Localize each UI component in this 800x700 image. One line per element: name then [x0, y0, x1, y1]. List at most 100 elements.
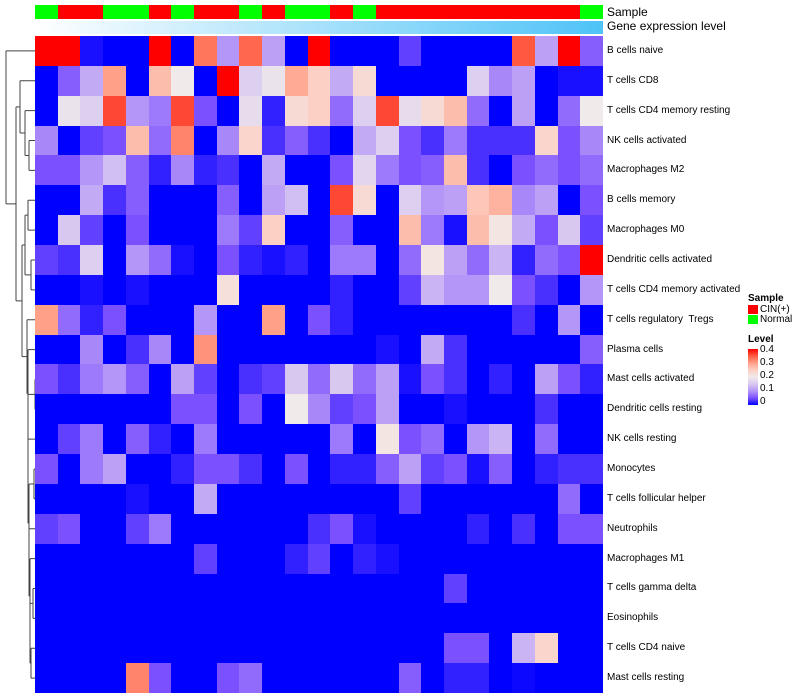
heatmap-cell	[216, 155, 240, 186]
heatmap-cell	[421, 483, 444, 514]
heatmap-cell	[398, 245, 422, 275]
heatmap-cell	[375, 573, 399, 604]
heatmap-cell	[580, 65, 603, 96]
heatmap-cell	[216, 633, 240, 664]
heatmap-cell	[330, 513, 354, 544]
heatmap-cell	[148, 215, 172, 246]
heatmap-cell	[216, 394, 240, 425]
heatmap-cell	[466, 65, 490, 96]
heatmap-cell	[148, 573, 172, 604]
heatmap-cell	[171, 125, 195, 156]
heatmap-cell	[421, 65, 444, 96]
heatmap-cell	[353, 185, 376, 216]
heatmap-cell	[194, 245, 217, 275]
heatmap-cell	[557, 394, 581, 425]
heatmap-cell	[557, 125, 581, 156]
heatmap-cell	[353, 65, 376, 96]
heatmap-cell	[239, 334, 263, 365]
heatmap-cell	[80, 304, 104, 335]
heatmap-cell	[443, 334, 467, 365]
heatmap-cell	[35, 215, 58, 246]
heatmap-cell	[239, 513, 263, 544]
row-label: T cells regulatory Tregs	[607, 313, 714, 325]
heatmap-cell	[307, 215, 331, 246]
heatmap-cell	[489, 424, 513, 455]
heatmap-cell	[489, 394, 513, 425]
heatmap-cell	[375, 633, 399, 664]
heatmap-cell	[57, 424, 81, 455]
heatmap-cell	[262, 36, 285, 66]
heatmap-cell	[307, 274, 331, 305]
heatmap-cell	[557, 185, 581, 216]
heatmap-cell	[57, 334, 81, 365]
sample-annotation-label: Sample	[607, 5, 648, 19]
row-label: Monocytes	[607, 463, 656, 475]
heatmap-cell	[330, 185, 354, 216]
legend-label-cin: CIN(+)	[760, 303, 790, 315]
heatmap-cell	[284, 513, 308, 544]
heatmap-cell	[35, 543, 58, 574]
heatmap-cell	[375, 513, 399, 544]
heatmap-cell	[262, 633, 285, 664]
row-label: T cells CD4 naive	[607, 642, 686, 654]
heatmap-cell	[57, 245, 81, 275]
sample-annotation-cell	[80, 5, 104, 19]
heatmap-cell	[534, 95, 558, 126]
heatmap-cell	[466, 454, 490, 484]
heatmap-cell	[171, 334, 195, 365]
heatmap-cell	[103, 663, 126, 693]
heatmap-cell	[103, 95, 126, 126]
heatmap-cell	[557, 603, 581, 634]
heatmap-cell	[557, 424, 581, 455]
sample-annotation-cell	[148, 5, 172, 19]
heatmap-cell	[216, 36, 240, 66]
heatmap-cell	[512, 304, 535, 335]
heatmap-cell	[580, 185, 603, 216]
heatmap-cell	[194, 543, 217, 574]
heatmap-cell	[125, 304, 149, 335]
heatmap-cell	[398, 334, 422, 365]
heatmap-cell	[35, 573, 58, 604]
legend: Sample CIN(+) Normal Level 0.4 0.3 0.2 0…	[748, 293, 792, 407]
heatmap-cell	[375, 483, 399, 514]
heatmap-cell	[398, 274, 422, 305]
heatmap-cell	[194, 215, 217, 246]
heatmap-cell	[239, 603, 263, 634]
heatmap-cell	[330, 36, 354, 66]
heatmap-cell	[353, 543, 376, 574]
heatmap-cell	[284, 304, 308, 335]
heatmap-cell	[466, 304, 490, 335]
heatmap-cell	[239, 454, 263, 484]
heatmap-cell	[512, 185, 535, 216]
heatmap-cell	[421, 125, 444, 156]
heatmap-cell	[489, 36, 513, 66]
heatmap-cell	[398, 155, 422, 186]
sample-annotation-cell	[443, 5, 467, 19]
heatmap-cell	[534, 215, 558, 246]
heatmap-cell	[466, 334, 490, 365]
legend-sample-title: Sample	[748, 293, 784, 304]
heatmap-cell	[35, 95, 58, 126]
heatmap-cell	[443, 573, 467, 604]
legend-tick: 0.1	[760, 383, 774, 394]
heatmap-cell	[330, 245, 354, 275]
heatmap-cell	[421, 364, 444, 395]
heatmap-cell	[57, 454, 81, 484]
heatmap-cell	[103, 36, 126, 66]
heatmap-cell	[284, 603, 308, 634]
heatmap-cell	[284, 454, 308, 484]
heatmap-cell	[239, 483, 263, 514]
heatmap-cell	[489, 663, 513, 693]
sample-annotation-cell	[194, 5, 217, 19]
heatmap-cell	[194, 125, 217, 156]
heatmap-cell	[466, 215, 490, 246]
heatmap-cell	[466, 483, 490, 514]
heatmap-cell	[35, 364, 58, 395]
heatmap-cell	[489, 65, 513, 96]
heatmap-cell	[103, 185, 126, 216]
heatmap-cell	[512, 215, 535, 246]
heatmap-cell	[580, 125, 603, 156]
heatmap-cell	[35, 274, 58, 305]
heatmap-cell	[330, 663, 354, 693]
heatmap-cell	[330, 364, 354, 395]
